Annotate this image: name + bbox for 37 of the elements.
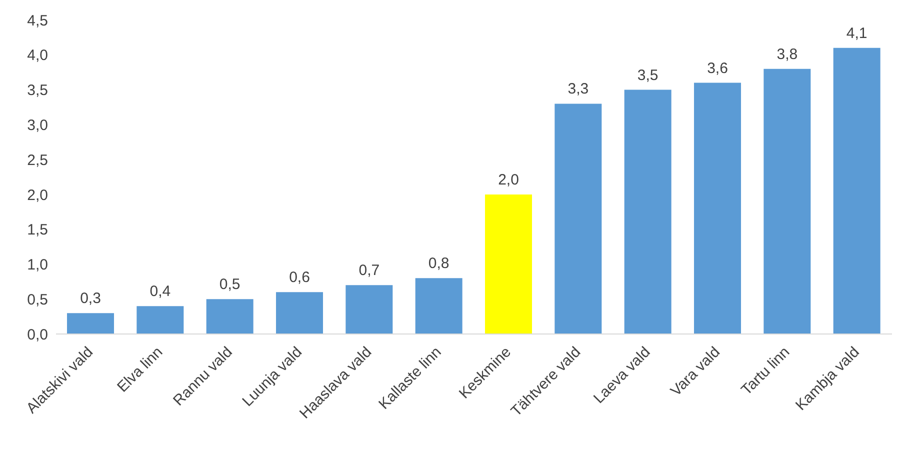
data-label: 0,3 — [80, 290, 101, 308]
data-label: 0,8 — [428, 255, 450, 272]
bar — [206, 299, 254, 334]
bar — [67, 313, 114, 334]
y-tick-label: 2,0 — [27, 186, 48, 204]
data-label: 3,8 — [776, 46, 798, 63]
data-label: 0,6 — [289, 269, 310, 286]
y-tick-label: 2,5 — [27, 152, 48, 169]
bar — [694, 82, 741, 334]
data-label: 2,0 — [498, 171, 519, 188]
y-tick-label: 0,0 — [27, 326, 48, 344]
y-tick-label: 1,5 — [27, 222, 48, 239]
bar — [415, 278, 462, 334]
y-tick-label: 4,5 — [27, 12, 48, 30]
data-label: 0,4 — [150, 283, 171, 300]
bar — [624, 90, 672, 334]
y-tick-label: 4,0 — [27, 47, 48, 64]
data-label: 0,5 — [219, 276, 240, 294]
data-label: 3,5 — [637, 66, 658, 84]
data-label: 4,1 — [846, 24, 868, 42]
x-tick-label: Elva linn — [114, 344, 166, 396]
data-label: 3,3 — [568, 80, 589, 98]
bar — [136, 306, 184, 334]
bar — [554, 104, 602, 334]
x-tick-label: Vara vald — [667, 344, 724, 400]
y-tick-label: 3,0 — [27, 116, 48, 134]
bar — [833, 48, 880, 334]
x-tick-label: Tartu linn — [738, 344, 794, 399]
y-tick-label: 3,5 — [27, 82, 48, 100]
bar — [764, 68, 811, 334]
y-tick-label: 1,0 — [27, 256, 48, 274]
bar — [346, 285, 393, 334]
bar — [485, 194, 532, 334]
bar — [276, 292, 323, 334]
data-label: 3,6 — [707, 60, 728, 77]
y-tick-label: 0,5 — [27, 291, 48, 308]
data-label: 0,7 — [358, 262, 380, 280]
